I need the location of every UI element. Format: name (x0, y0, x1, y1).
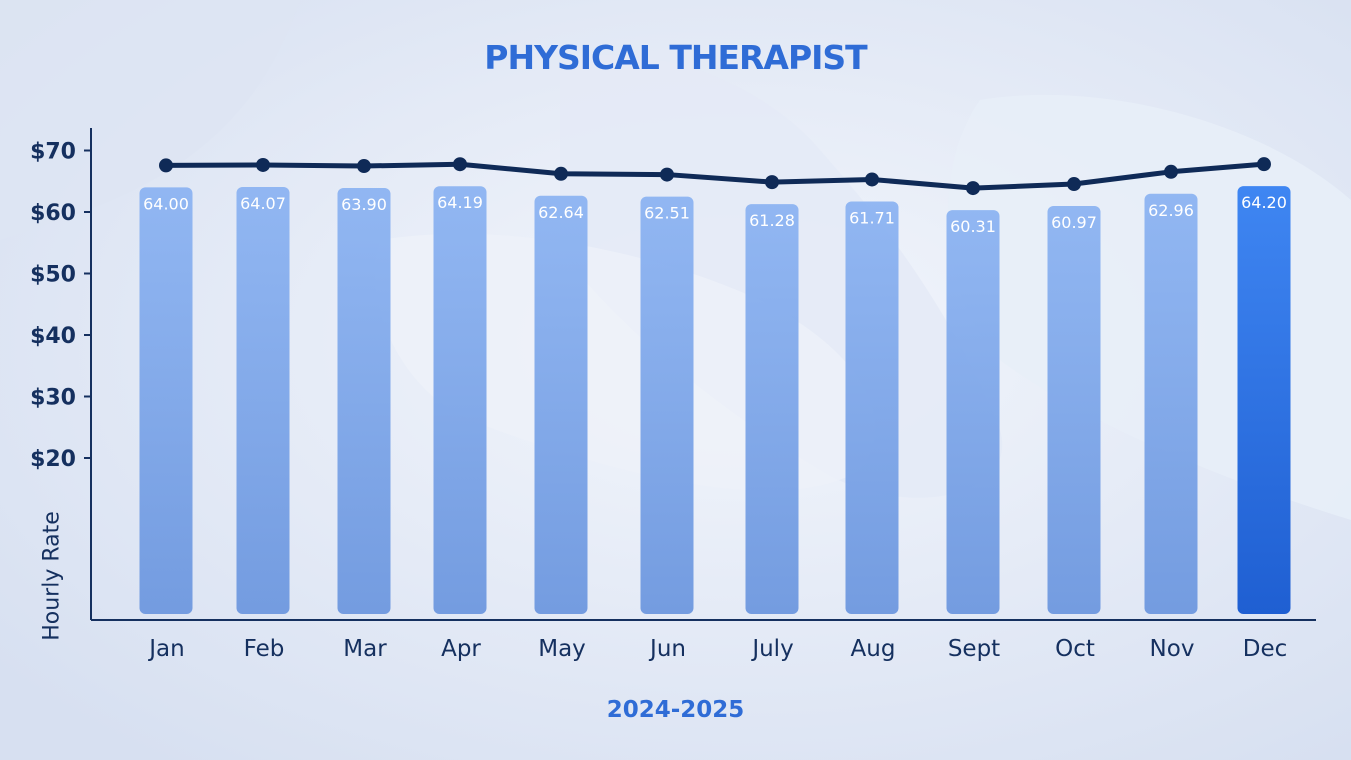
x-tick-label: Apr (441, 636, 481, 662)
line-point-jun (660, 167, 674, 182)
y-tick-label: $40 (30, 324, 76, 349)
line-point-apr (453, 157, 467, 172)
data-label: 60.31 (950, 217, 996, 236)
x-tick-label: Jun (648, 636, 686, 662)
y-tick-label: $30 (30, 386, 76, 411)
y-axis-label: Hourly Rate (39, 511, 65, 641)
data-label: 63.90 (341, 195, 387, 214)
x-tick-label: Oct (1055, 636, 1095, 662)
data-label: 60.97 (1051, 213, 1097, 232)
bar-feb (236, 186, 290, 615)
data-label: 64.07 (240, 194, 286, 213)
data-label: 64.19 (437, 193, 483, 212)
line-point-mar (357, 159, 371, 174)
line-point-nov (1164, 164, 1178, 179)
x-tick-label: Feb (244, 636, 285, 662)
bar-dec (1237, 186, 1291, 615)
line-point-oct (1067, 177, 1081, 192)
data-label: 62.51 (644, 204, 690, 223)
x-tick-label: May (538, 636, 586, 662)
bar-apr (433, 186, 487, 614)
line-point-may (554, 166, 568, 181)
x-tick-label: Mar (343, 636, 387, 662)
line-point-dec (1257, 157, 1271, 172)
bar-mar (337, 188, 391, 614)
bar-july (745, 204, 799, 615)
y-tick-label: $20 (30, 447, 76, 472)
line-point-aug (865, 172, 879, 187)
data-label: 61.71 (849, 208, 895, 227)
data-label: 62.64 (538, 203, 584, 222)
bar-may (534, 195, 588, 615)
bar-aug (845, 201, 899, 614)
x-tick-label: Dec (1243, 636, 1288, 662)
data-label: 61.28 (749, 211, 795, 230)
bar-jan (139, 187, 193, 614)
bar-jun (640, 196, 694, 614)
x-tick-label: Aug (851, 636, 896, 662)
y-tick-label: $70 (30, 140, 76, 165)
x-tick-label: Jan (147, 636, 184, 662)
trend-line (165, 161, 1265, 191)
line-point-sept (966, 181, 980, 196)
bar-oct (1047, 206, 1101, 615)
line-point-july (765, 175, 779, 190)
y-tick-label: $50 (30, 263, 76, 288)
data-label: 64.00 (143, 194, 189, 213)
bar-sept (946, 210, 1000, 614)
line-point-jan (159, 158, 173, 173)
x-tick-label: Sept (948, 636, 1000, 662)
x-axis-label: 2024-2025 (606, 697, 745, 723)
data-label: 62.96 (1148, 201, 1194, 220)
data-label: 64.20 (1241, 193, 1287, 212)
chart-title: PHYSICAL THERAPIST (484, 38, 867, 77)
y-tick-label: $60 (30, 201, 76, 226)
x-tick-label: Nov (1150, 636, 1195, 662)
line-point-feb (256, 157, 270, 172)
x-tick-label: July (750, 636, 793, 662)
bar-nov (1144, 193, 1198, 614)
